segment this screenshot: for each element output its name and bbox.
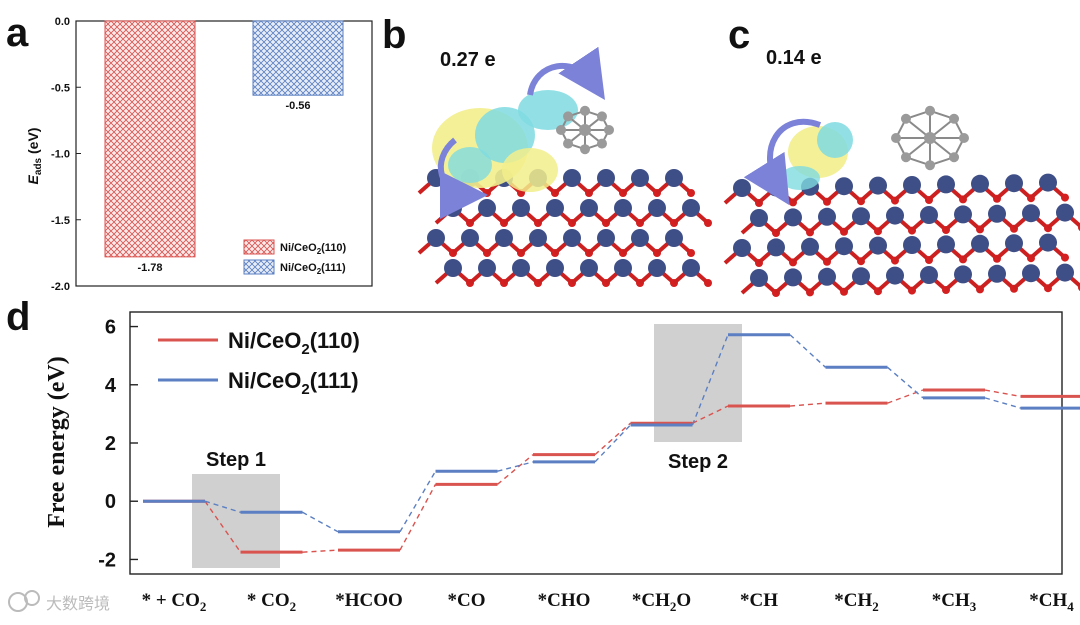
energy-connector-111: [399, 470, 437, 533]
free-energy-chart-legend: Ni/CeO2(110) Ni/CeO2(111): [158, 328, 360, 398]
step-highlight-box: [192, 474, 280, 568]
free-energy-xtick-label: *CO: [448, 590, 486, 611]
free-energy-xtick-label: *CH2O: [632, 590, 691, 614]
energy-connector-110: [204, 500, 242, 553]
watermark-text: 大数跨境: [46, 594, 110, 613]
energy-connector-110: [302, 549, 339, 553]
watermark: 大数跨境: [8, 590, 110, 613]
charge-density-image-b: 0.27 e: [417, 46, 712, 287]
bar-a-ytick-label: -1.0: [51, 149, 70, 161]
panel-letter-a: a: [6, 11, 29, 55]
free-energy-xtick-label: * + CO2: [142, 590, 207, 614]
bar-a-ytick-label: -2.0: [51, 281, 70, 293]
bar-chart-a-legend: Ni/CeO2(110) Ni/CeO2(111): [243, 239, 347, 276]
charge-density-image-c: 0.14 e: [723, 47, 1080, 297]
free-energy-ytick-label: 0: [105, 491, 116, 513]
energy-connector-110: [984, 389, 1021, 398]
bar-a-value-label: -1.78: [137, 262, 162, 274]
energy-connector-110: [887, 389, 924, 404]
free-energy-legend-label: Ni/CeO2(110): [228, 328, 360, 358]
charge-transfer-label-c: 0.14 e: [766, 47, 822, 69]
free-energy-chart-d: Step 1 Step 2 6 4 2 0 -2 * + CO2 * CO2 *HCOO *CO *…: [44, 311, 1080, 614]
panel-letter-b: b: [382, 13, 406, 57]
bar-a-110: [104, 20, 196, 258]
step-label: Step 2: [668, 451, 728, 473]
energy-connector-111: [594, 424, 632, 463]
free-energy-legend-label: Ni/CeO2(111): [228, 368, 359, 398]
bar-a-ytick-label: -0.5: [51, 82, 70, 94]
energy-connector-111: [204, 500, 241, 513]
bar-a-ytick-label: 0.0: [55, 16, 70, 28]
bar-a-value-label: -0.56: [285, 100, 310, 112]
free-energy-ytick-label: -2: [98, 549, 116, 571]
energy-connector-111: [302, 511, 339, 533]
energy-connector-111: [887, 366, 924, 399]
bar-a-111: [252, 20, 344, 96]
bar-chart-a-ylabel: Eads (eV): [25, 128, 44, 185]
energy-connector-111: [789, 334, 826, 368]
charge-transfer-label-b: 0.27 e: [440, 49, 496, 71]
panel-letter-d: d: [6, 295, 30, 339]
free-energy-chart-ylabel: Free energy (eV): [44, 356, 70, 527]
step-label: Step 1: [206, 449, 266, 471]
bar-a-legend-label: Ni/CeO2(111): [280, 262, 346, 276]
free-energy-ytick-label: 2: [105, 433, 116, 455]
bar-a-legend-swatch: [243, 259, 275, 275]
energy-connector-110: [497, 454, 534, 485]
free-energy-ytick-label: 6: [105, 317, 116, 339]
energy-connector-110: [692, 405, 729, 424]
energy-connector-110: [594, 422, 631, 456]
bar-chart-a: 0.0 -0.5 -1.0 -1.5 -2.0 -1.78 -0.56 Eads (eV)…: [25, 16, 373, 293]
panel-letter-c: c: [728, 13, 750, 57]
free-energy-xtick-label: *CH: [740, 590, 778, 611]
energy-connector-111: [691, 334, 729, 426]
free-energy-ytick-label: 4: [105, 375, 117, 397]
energy-connector-111: [497, 461, 534, 472]
energy-connector-111: [984, 397, 1021, 409]
free-energy-xtick-label: *CH3: [932, 590, 977, 614]
energy-connector-110: [399, 484, 437, 551]
bar-a-legend-swatch: [243, 239, 275, 255]
bar-a-legend-label: Ni/CeO2(110): [280, 242, 347, 256]
free-energy-xtick-label: *CH2: [834, 590, 879, 614]
bar-a-ytick-label: -1.5: [51, 215, 70, 227]
free-energy-xtick-label: * CO2: [247, 590, 296, 614]
free-energy-xtick-label: *HCOO: [335, 590, 403, 611]
energy-connector-110: [789, 402, 826, 407]
free-energy-xtick-label: *CHO: [538, 590, 591, 611]
free-energy-xtick-label: *CH4: [1029, 590, 1074, 614]
